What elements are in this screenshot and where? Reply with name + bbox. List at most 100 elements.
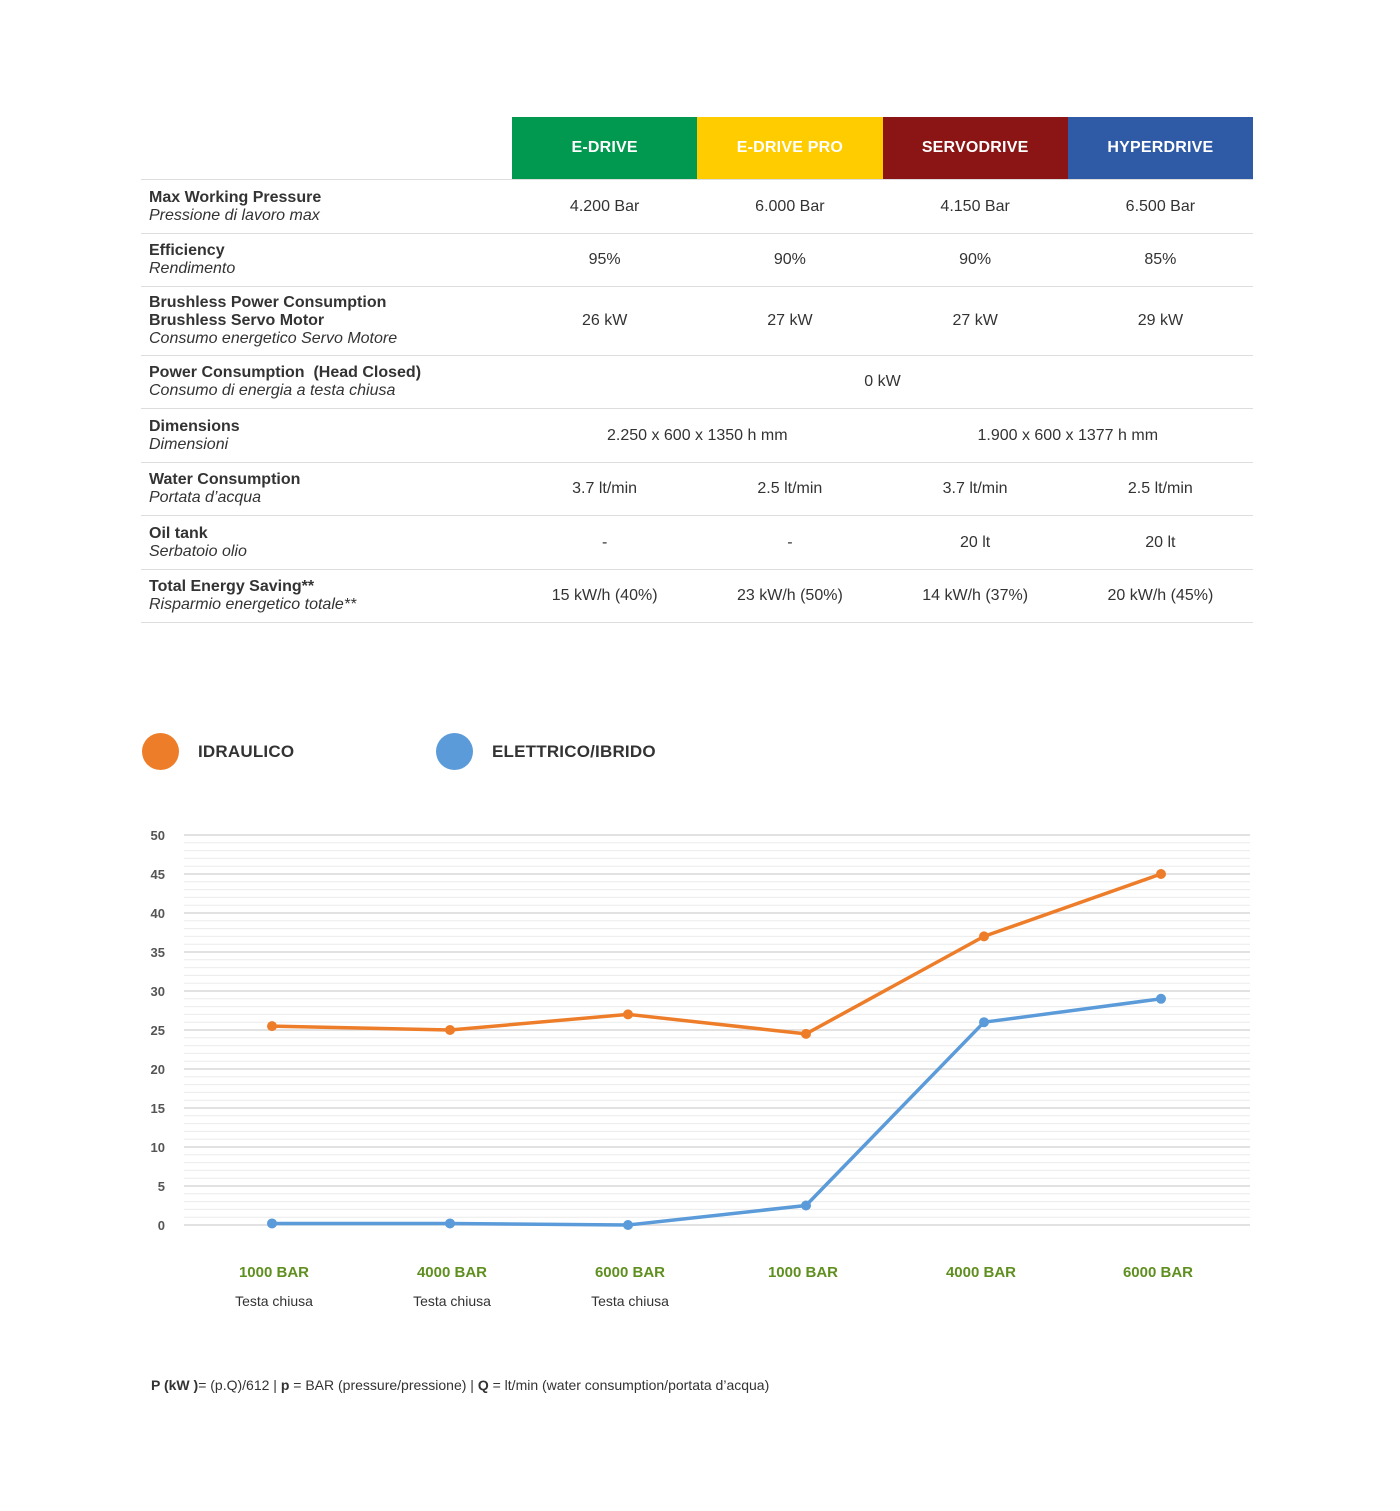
table-cell: 3.7 lt/min — [942, 480, 1008, 497]
row-label-en: Efficiency — [149, 242, 225, 259]
row-label: Dimensions Dimensioni — [141, 409, 512, 463]
footnote-text: = lt/min (water consumption/portata d’ac… — [488, 1377, 770, 1393]
table-cell: 90% — [773, 251, 806, 268]
x-category-pressure: 1000 BAR — [238, 1264, 310, 1281]
x-category-condition: Testa chiusa — [235, 1293, 313, 1309]
table-cell: 4.150 Bar — [940, 197, 1010, 215]
y-tick-label: 35 — [151, 945, 165, 960]
data-point — [979, 1017, 989, 1028]
table-cell: 27 kW — [952, 312, 998, 329]
x-category-pressure: 6000 BAR — [594, 1264, 666, 1281]
row-label-en: Power Consumption (Head Closed) — [149, 364, 422, 381]
table-cell: 27 kW — [767, 312, 813, 329]
table-cell: - — [787, 533, 793, 551]
table-cell: 6.000 Bar — [755, 197, 825, 215]
y-tick-label: 15 — [151, 1101, 165, 1116]
footnote-bold: Q — [477, 1377, 489, 1393]
row-label-en: Total Energy Saving** — [149, 578, 315, 595]
y-tick-label: 40 — [151, 906, 165, 921]
x-category-label: 4000 BAR Testa chiusa — [367, 1264, 537, 1309]
row-label-it: Dimensioni — [149, 435, 229, 453]
table-cell: 29 kW — [1137, 312, 1184, 329]
model-header-hyperdrive: HYPERDRIVE — [1067, 117, 1253, 179]
table-cell: 15 kW/h (40%) — [551, 587, 658, 604]
legend-dot-icon — [142, 733, 179, 770]
x-category-pressure: 4000 BAR — [416, 1264, 488, 1281]
table-cell-span: 2.250 x 600 x 1350 h mm — [606, 426, 788, 444]
table-row: Oil tank Serbatoio olio - - 20 lt 20 lt — [141, 516, 1253, 570]
legend-label: IDRAULICO — [198, 741, 295, 761]
row-label-en-secondary: Brushless Servo Motor — [149, 312, 325, 329]
model-header-e-drive: E-DRIVE — [512, 117, 698, 179]
data-point — [801, 1028, 811, 1039]
legend-item-elettrico: ELETTRICO/IBRIDO — [436, 733, 656, 770]
y-tick-label: 25 — [151, 1023, 165, 1038]
x-category-condition: Testa chiusa — [591, 1293, 669, 1309]
table-cell: 23 kW/h (50%) — [736, 587, 843, 604]
data-point — [267, 1218, 277, 1229]
table-row: Brushless Power Consumption Brushless Se… — [141, 287, 1253, 356]
y-tick-label: 30 — [151, 984, 165, 999]
table-cell: 90% — [959, 251, 992, 268]
formula-footnote: P (kW )= (p.Q)/612 | p = BAR (pressure/p… — [151, 1377, 769, 1393]
row-label-en: Oil tank — [149, 524, 208, 542]
table-cell: 3.7 lt/min — [572, 480, 638, 497]
row-label: Total Energy Saving** Risparmio energeti… — [141, 569, 512, 623]
series-line-idraulico — [270, 872, 1163, 1036]
table-cell: 4.200 Bar — [569, 197, 640, 215]
series-line-elettrico — [270, 997, 1163, 1227]
footnote-text: = (p.Q)/612 | — [198, 1377, 281, 1393]
table-cell-span: 0 kW — [864, 373, 901, 390]
row-label-en: Max Working Pressure — [149, 188, 322, 206]
table-cell: 6.500 Bar — [1125, 197, 1196, 215]
x-category-label: 1000 BAR — [718, 1264, 888, 1281]
footnote-text: = BAR (pressure/pressione) | — [289, 1377, 478, 1393]
data-point — [801, 1200, 811, 1211]
footnote-bold: p — [280, 1377, 290, 1393]
x-category-pressure: 1000 BAR — [767, 1264, 839, 1281]
x-category-label: 6000 BAR Testa chiusa — [545, 1264, 715, 1309]
row-label-en: Water Consumption — [149, 471, 301, 488]
row-label-it: Serbatoio olio — [149, 542, 247, 560]
table-row: Power Consumption (Head Closed) Consumo … — [141, 356, 1253, 409]
data-point — [623, 1009, 633, 1020]
legend-item-idraulico: IDRAULICO — [142, 733, 294, 770]
data-point — [267, 1021, 277, 1032]
table-cell: 20 lt — [1145, 533, 1176, 551]
x-category-pressure: 4000 BAR — [945, 1264, 1017, 1281]
y-tick-label: 20 — [151, 1062, 165, 1077]
row-label-it: Pressione di lavoro max — [149, 206, 320, 224]
x-category-label: 6000 BAR — [1073, 1264, 1243, 1281]
data-point — [445, 1218, 455, 1229]
row-label: Oil tank Serbatoio olio — [141, 516, 512, 570]
legend-label: ELETTRICO/IBRIDO — [492, 741, 656, 761]
x-category-label: 1000 BAR Testa chiusa — [189, 1264, 359, 1309]
table-cell: 2.5 lt/min — [1127, 480, 1193, 497]
legend-dot-icon — [436, 733, 473, 770]
table-cell-span: 1.900 x 600 x 1377 h mm — [977, 426, 1159, 444]
y-tick-label: 0 — [158, 1218, 165, 1233]
row-label: Max Working Pressure Pressione di lavoro… — [141, 180, 512, 234]
y-tick-label: 45 — [151, 867, 165, 882]
table-cell: 14 kW/h (37%) — [922, 587, 1029, 604]
row-label-it: Consumo energetico Servo Motore — [149, 330, 398, 347]
line-chart: 0 5 10 15 20 25 30 35 40 45 50 — [151, 828, 1250, 1233]
row-label-it: Portata d’acqua — [149, 489, 262, 506]
table-cell: - — [601, 533, 608, 551]
table-row: Water Consumption Portata d’acqua 3.7 lt… — [141, 463, 1253, 516]
row-label-it: Consumo di energia a testa chiusa — [149, 382, 396, 399]
spec-table: E-DRIVE E-DRIVE PRO SERVODRIVE HYPERDRIV… — [141, 117, 1253, 623]
row-label-en: Brushless Power Consumption — [149, 294, 387, 311]
x-category-pressure: 6000 BAR — [1122, 1264, 1194, 1281]
table-cell: 2.5 lt/min — [757, 480, 823, 497]
footnote-bold: P (kW ) — [151, 1377, 199, 1393]
y-tick-label: 5 — [158, 1179, 165, 1194]
table-cell: 26 kW — [581, 312, 628, 329]
data-point — [623, 1220, 633, 1230]
row-label: Efficiency Rendimento — [141, 233, 512, 287]
y-tick-label: 10 — [151, 1140, 165, 1155]
row-label: Brushless Power Consumption Brushless Se… — [141, 285, 512, 357]
row-label-en: Dimensions — [149, 417, 240, 435]
data-point — [1156, 869, 1166, 879]
model-header-servodrive: SERVODRIVE — [882, 117, 1068, 179]
